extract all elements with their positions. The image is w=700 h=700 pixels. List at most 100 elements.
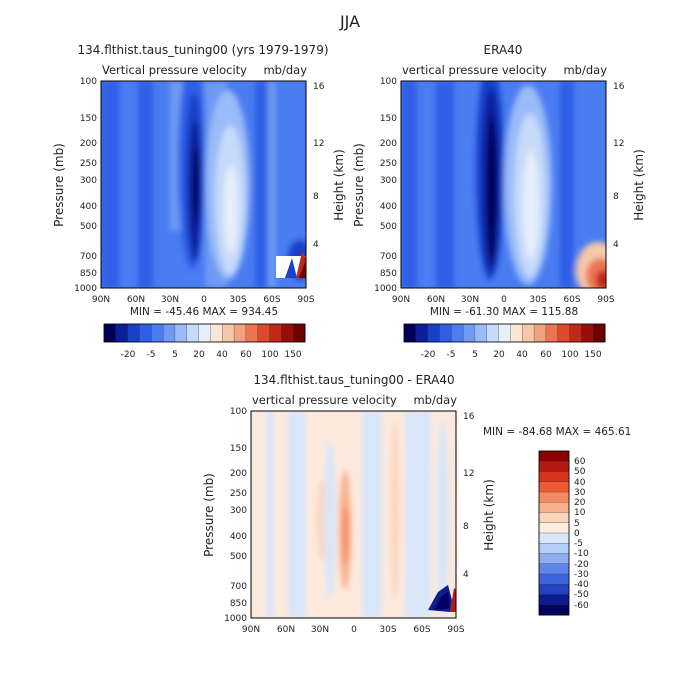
y-axis-label: Pressure (mb)	[52, 143, 66, 227]
x-ticks: 90N 60N 30N 0 30S 60S 90S	[92, 295, 315, 305]
y-tick-right: 16	[463, 412, 475, 422]
colorbar-label: -5	[447, 350, 456, 360]
y-tick-right: 12	[463, 469, 474, 479]
panel-subtitle: Vertical pressure velocity	[102, 63, 247, 77]
y-tick: 300	[230, 506, 247, 516]
colorbar-swatch	[115, 323, 129, 343]
colorbar-label: 30	[574, 488, 586, 498]
plot-frame	[400, 80, 607, 289]
x-tick: 90S	[447, 625, 464, 635]
colorbar-swatch	[139, 323, 152, 343]
colorbar-label: 5	[574, 519, 580, 529]
colorbar-swatch	[162, 323, 176, 343]
y-tick: 200	[230, 469, 247, 479]
x-tick: 90N	[92, 295, 110, 305]
y-tick: 850	[80, 269, 97, 279]
y-tick-right: 12	[613, 139, 624, 149]
y-tick-right: 12	[313, 139, 324, 149]
y-tick: 400	[80, 202, 97, 212]
colorbar-swatch	[569, 323, 582, 343]
colorbar-label: 60	[574, 457, 586, 467]
colorbar-swatch	[538, 604, 570, 616]
colorbar-swatch	[538, 481, 570, 493]
colorbar-swatch	[538, 563, 570, 575]
y-ticks: 100 150 200 250 300 400 500 700 850 1000	[224, 407, 247, 624]
colorbar-label: 60	[240, 350, 252, 360]
colorbar-swatch	[486, 323, 500, 343]
y-tick: 850	[380, 269, 397, 279]
x-tick: 60N	[277, 625, 295, 635]
x-tick: 60S	[563, 295, 580, 305]
panel-title: ERA40	[484, 43, 523, 57]
y-tick: 150	[230, 444, 247, 454]
colorbar-swatch	[293, 323, 306, 343]
x-tick: 90N	[242, 625, 260, 635]
colorbar-swatch	[510, 323, 523, 343]
y-tick-right: 4	[613, 240, 619, 250]
colorbar-label: -30	[574, 570, 589, 580]
y-tick: 100	[230, 407, 247, 417]
colorbar-label: 40	[516, 350, 528, 360]
y-tick: 500	[80, 222, 97, 232]
colorbar-label: 100	[261, 350, 278, 360]
colorbar-swatch	[538, 543, 570, 554]
colorbar-swatch	[415, 323, 429, 343]
x-ticks: 90N 60N 30N 0 30S 60S 90S	[392, 295, 615, 305]
y-ticks-right: 16 12 8 4	[463, 412, 475, 580]
colorbar: -20 -5 5 20 40 60 100 150	[403, 323, 606, 360]
y-tick-right: 8	[463, 522, 469, 532]
y-tick: 100	[380, 77, 397, 87]
y-tick: 700	[230, 582, 247, 592]
colorbar-label: 20	[193, 350, 205, 360]
colorbar-label: -60	[574, 601, 589, 611]
colorbar-label: -10	[574, 549, 589, 559]
colorbar-swatch	[222, 323, 235, 343]
min-max-label: MIN = -61.30 MAX = 115.88	[430, 306, 578, 318]
y-axis-label: Pressure (mb)	[352, 143, 366, 227]
x-tick: 90S	[297, 295, 314, 305]
colorbar-label: 5	[472, 350, 478, 360]
x-tick: 0	[501, 295, 507, 305]
y-tick: 700	[80, 252, 97, 262]
y-tick-right: 4	[463, 570, 469, 580]
y-tick: 500	[230, 552, 247, 562]
colorbar-swatch	[538, 502, 570, 513]
y-axis-label-right: Height (km)	[482, 479, 496, 550]
y-tick: 400	[230, 532, 247, 542]
min-max-label: MIN = -84.68 MAX = 465.61	[483, 426, 631, 438]
y-tick: 300	[380, 176, 397, 186]
x-tick: 30S	[229, 295, 246, 305]
colorbar-label: 150	[284, 350, 301, 360]
y-ticks: 100 150 200 250 300 400 500 700 850 1000	[374, 77, 397, 294]
colorbar-swatch	[269, 323, 282, 343]
y-tick: 300	[80, 176, 97, 186]
colorbar-label: -50	[574, 590, 589, 600]
colorbar-swatch	[538, 584, 570, 595]
colorbar-swatch	[538, 491, 570, 503]
colorbar-swatch	[533, 323, 547, 343]
colorbar-swatch	[462, 323, 476, 343]
y-axis-label-right: Height (km)	[332, 149, 346, 220]
x-tick: 60S	[263, 295, 280, 305]
colorbar-label: 60	[540, 350, 552, 360]
x-ticks: 90N 60N 30N 0 30S 60S 90S	[242, 625, 465, 635]
x-tick: 30N	[161, 295, 179, 305]
colorbar-label: 20	[574, 498, 586, 508]
colorbar-swatch	[538, 532, 570, 544]
figure-title: JJA	[339, 12, 360, 31]
panel-units: mb/day	[413, 393, 457, 407]
colorbar: 60 50 40 30 20 10 5 0 -5 -10 -20 -30 -40…	[538, 450, 589, 616]
colorbar-swatch	[538, 553, 570, 565]
colorbar-swatch	[538, 512, 570, 524]
y-tick: 1000	[74, 284, 97, 294]
colorbar-swatch	[186, 323, 200, 343]
panel-model: 134.flthist.taus_tuning00 (yrs 1979-1979…	[52, 43, 346, 360]
colorbar-swatch	[198, 323, 211, 343]
x-tick: 30N	[311, 625, 329, 635]
colorbar-swatch	[281, 323, 294, 343]
colorbar-swatch	[474, 323, 488, 343]
colorbar-label: -20	[421, 350, 436, 360]
panel-subtitle: vertical pressure velocity	[402, 63, 547, 77]
colorbar-label: 20	[493, 350, 505, 360]
